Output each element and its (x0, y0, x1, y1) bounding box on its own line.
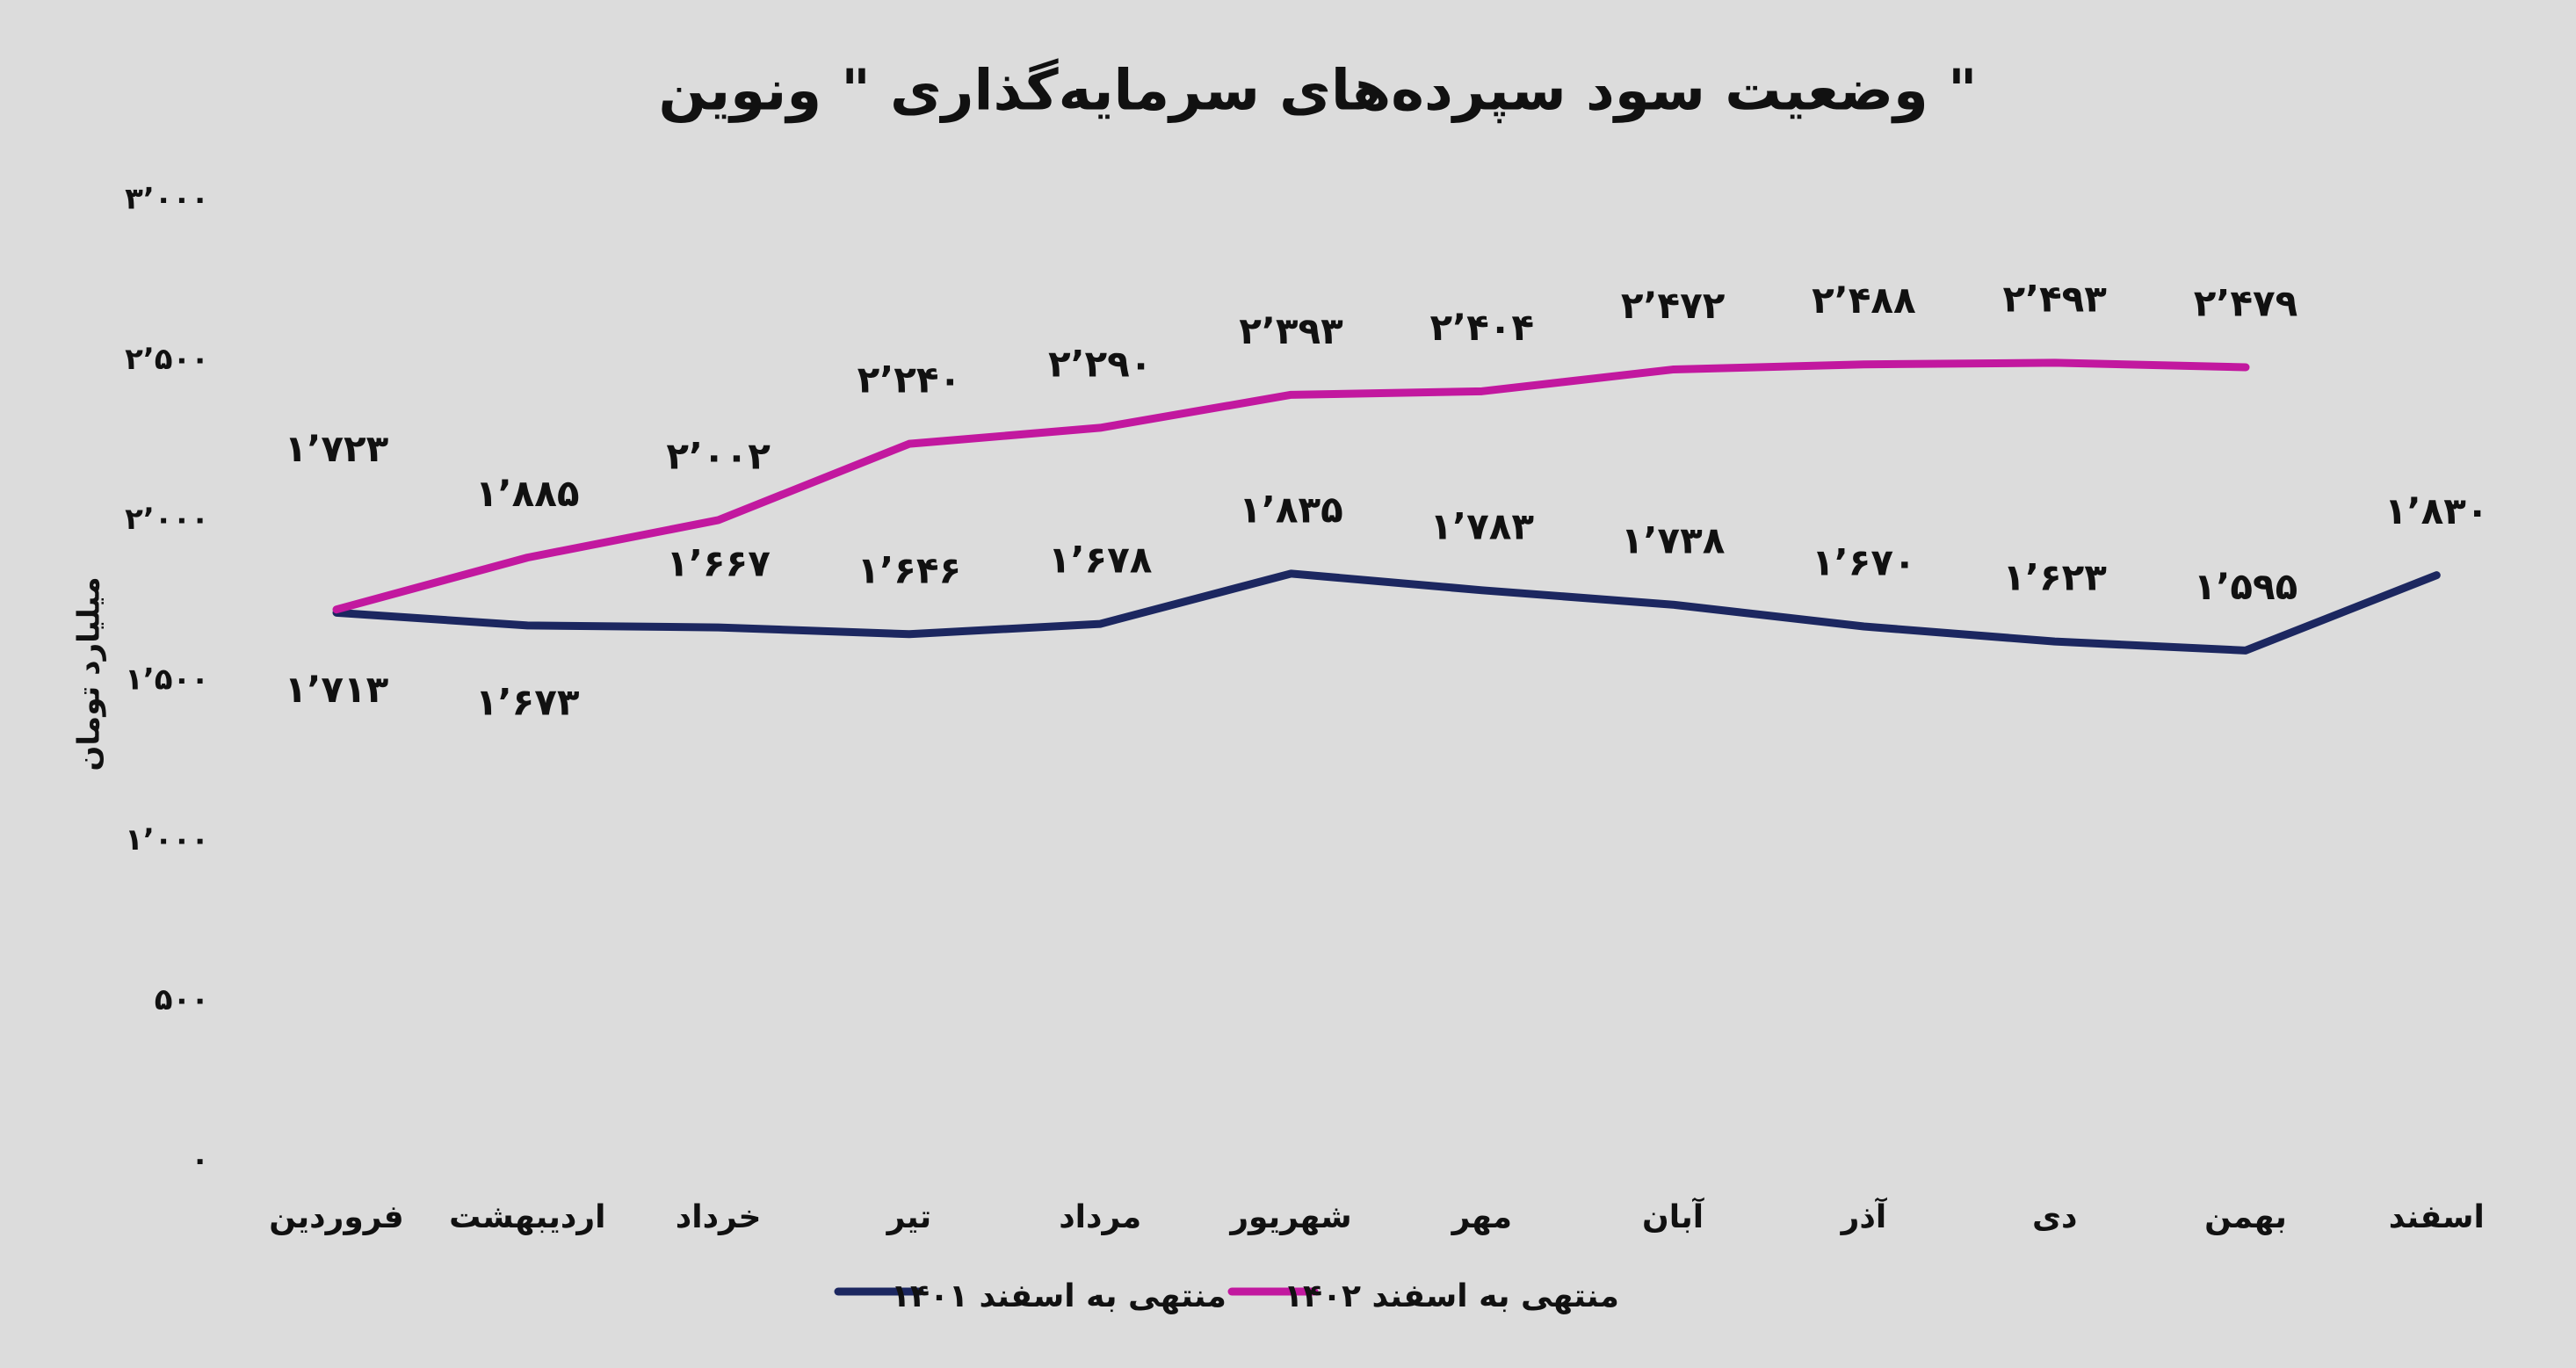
data-label: ۱٬۷۲۳ (285, 427, 389, 470)
x-tick-label: بهمن (2204, 1199, 2287, 1235)
data-label: ۱٬۶۶۷ (666, 542, 771, 585)
data-label: ۲٬۲۹۰ (1048, 342, 1153, 385)
data-label: ۱٬۶۷۳ (475, 680, 580, 723)
line (332, 569, 2441, 655)
data-label: ۲٬۴۸۸ (1812, 279, 1916, 322)
y-tick-label: ۳٬۰۰۰ (125, 182, 209, 217)
line (332, 358, 2250, 614)
x-tick-label: اسفند (2389, 1199, 2485, 1235)
data-label: ۱٬۷۸۳ (1430, 504, 1535, 547)
legend-label: منتهی به اسفند ۱۴۰۱ (891, 1278, 1226, 1314)
data-label: ۲٬۴۹۳ (2002, 277, 2107, 320)
x-tick-label: اردیبهشت (449, 1199, 605, 1235)
x-tick-label: مرداد (1059, 1199, 1141, 1235)
data-label: ۱٬۷۱۳ (285, 668, 389, 711)
data-label: ۱٬۸۳۵ (1239, 488, 1343, 531)
data-label: ۲٬۴۷۹ (2194, 281, 2298, 324)
data-label: ۱٬۸۸۵ (475, 472, 580, 515)
x-tick-label: دی (2032, 1199, 2077, 1235)
data-label: ۲٬۰۰۲ (666, 434, 771, 477)
data-label: ۲٬۲۴۰ (857, 358, 962, 402)
y-tick-label: ۲٬۰۰۰ (125, 502, 209, 537)
x-tick-label: تیر (886, 1199, 932, 1235)
legend-label: منتهی به اسفند ۱۴۰۲ (1284, 1278, 1619, 1314)
data-label: ۱٬۸۳۰ (2384, 489, 2489, 532)
data-label: ۲٬۴۷۲ (1621, 284, 1726, 327)
data-label: ۲٬۴۰۴ (1430, 306, 1535, 349)
x-tick-label: آبان (1642, 1197, 1705, 1235)
y-axis-title: میلیارد تومان (72, 576, 107, 771)
data-label: ۱٬۵۹۵ (2194, 565, 2298, 608)
y-tick-label: ۲٬۵۰۰ (125, 342, 209, 377)
x-tick-label: خرداد (676, 1199, 762, 1235)
x-tick-label: فروردین (269, 1199, 403, 1235)
y-tick-label: ۱٬۵۰۰ (125, 662, 209, 698)
data-label: ۱٬۶۴۶ (857, 548, 962, 591)
data-label: ۱٬۶۷۸ (1048, 539, 1153, 582)
y-tick-label: ۱٬۰۰۰ (125, 822, 209, 858)
y-tick-label: ۰ (191, 1143, 209, 1178)
data-label: ۱٬۶۷۰ (1812, 541, 1916, 584)
data-label: ۲٬۳۹۳ (1239, 309, 1343, 352)
chart-title: وضعیت سود سپرده‌های سرمایه‌گذاری " ونوین… (659, 58, 1978, 124)
x-tick-label: آذر (1840, 1197, 1888, 1235)
x-tick-label: شهریور (1228, 1199, 1351, 1235)
data-label: ۱٬۶۲۳ (2002, 556, 2107, 599)
x-tick-label: مهر (1451, 1199, 1512, 1235)
data-label: ۱٬۷۳۸ (1621, 519, 1726, 562)
y-tick-label: ۵۰۰ (155, 982, 209, 1017)
